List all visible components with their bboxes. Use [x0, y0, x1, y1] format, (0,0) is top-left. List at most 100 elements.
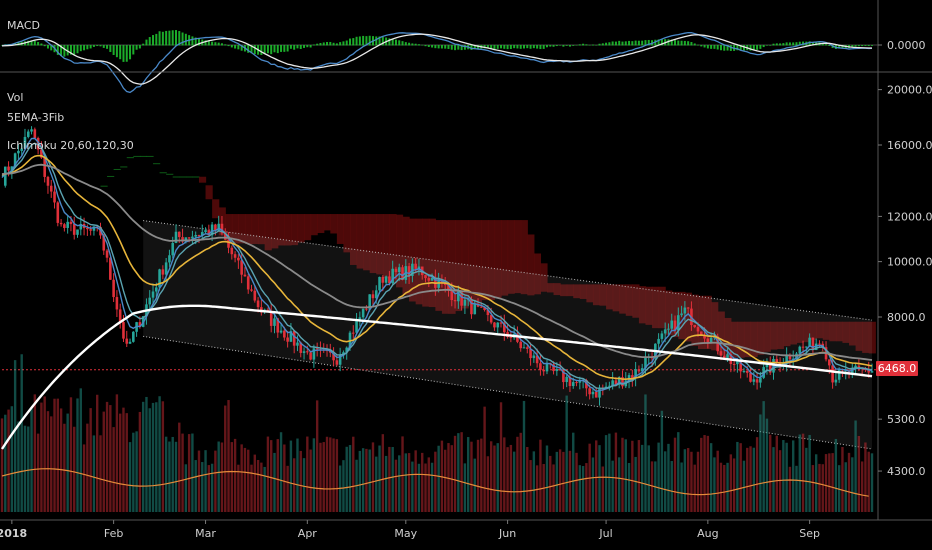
- macd-histogram-bar: [115, 45, 118, 58]
- candle-body: [483, 307, 486, 310]
- volume-bar: [457, 433, 460, 512]
- candle-body: [69, 221, 73, 225]
- candle-body: [168, 255, 171, 263]
- macd-histogram-bar: [756, 45, 759, 50]
- candle-body: [164, 262, 168, 275]
- macd-histogram-bar: [178, 31, 181, 46]
- macd-histogram-bar: [788, 42, 791, 46]
- y-tick-label: 12000.0: [887, 210, 932, 223]
- candle-body: [253, 290, 257, 301]
- candle-body: [621, 377, 624, 387]
- candle-body: [742, 370, 746, 372]
- volume-bar: [549, 455, 552, 512]
- volume-bar: [650, 461, 654, 512]
- cloud-slice: [717, 311, 725, 356]
- cloud-slice: [776, 321, 784, 350]
- macd-histogram-bar: [138, 45, 141, 49]
- macd-histogram-bar: [352, 38, 355, 46]
- candle-body: [345, 347, 349, 353]
- macd-histogram-bar: [253, 45, 256, 55]
- cloud-slice: [363, 214, 371, 271]
- cloud-slice: [632, 284, 640, 318]
- macd-histogram-bar: [299, 45, 302, 49]
- volume-bar: [837, 465, 841, 512]
- candle-body: [608, 385, 611, 387]
- cloud-slice: [698, 295, 706, 349]
- candle-body: [775, 358, 779, 363]
- macd-histogram-bar: [710, 45, 713, 49]
- volume-bar: [352, 436, 355, 512]
- candle-body: [703, 334, 706, 339]
- macd-histogram-bar: [14, 42, 17, 46]
- candle-body: [670, 320, 674, 329]
- volume-bar: [427, 457, 430, 512]
- macd-histogram-bar: [46, 45, 49, 49]
- macd-histogram-bar: [782, 43, 785, 46]
- candle-body: [220, 223, 224, 234]
- volume-bar: [256, 459, 260, 512]
- macd-histogram-bar: [56, 45, 59, 55]
- macd-histogram-bar: [585, 44, 588, 46]
- candle-body: [335, 360, 339, 365]
- macd-histogram-bar: [404, 42, 407, 46]
- macd-histogram-bar: [155, 33, 158, 46]
- cloud-slice: [448, 220, 456, 314]
- volume-bar: [69, 397, 73, 512]
- cloud-slice: [330, 214, 338, 234]
- volume-bar: [118, 413, 122, 512]
- volume-bar: [132, 432, 135, 512]
- macd-histogram-bar: [532, 45, 535, 49]
- volume-bar: [634, 456, 637, 512]
- cloud-slice: [645, 286, 653, 325]
- volume-bar: [191, 433, 194, 512]
- volume-bar: [407, 453, 411, 512]
- cloud-slice: [146, 155, 154, 157]
- candle-body: [791, 358, 795, 360]
- cloud-slice: [507, 220, 515, 294]
- macd-histogram-bar: [752, 45, 755, 51]
- candle-body: [555, 369, 559, 372]
- volume-bar: [545, 445, 549, 512]
- candle-body: [414, 263, 417, 269]
- volume-bar: [480, 438, 483, 512]
- macd-histogram-bar: [152, 35, 155, 46]
- volume-bar: [539, 439, 542, 512]
- macd-histogram-bar: [785, 42, 788, 46]
- candle-body: [749, 372, 752, 382]
- volume-bar: [844, 462, 847, 512]
- candle-body: [388, 276, 391, 284]
- candle-body: [489, 315, 493, 323]
- y-tick-label: 4300.0: [887, 465, 926, 478]
- macd-histogram-bar: [312, 44, 315, 46]
- candle-body: [558, 369, 562, 371]
- macd-axis-label: 0.0000: [887, 39, 926, 52]
- volume-bar: [270, 440, 273, 512]
- candle-body: [184, 237, 188, 242]
- candle-body: [237, 257, 240, 261]
- candle-body: [736, 359, 739, 365]
- candle-body: [460, 291, 463, 306]
- macd-histogram-bar: [775, 43, 778, 46]
- candle-body: [286, 337, 289, 342]
- macd-histogram-bar: [486, 45, 489, 49]
- candle-body: [637, 369, 641, 372]
- macd-histogram-bar: [234, 45, 237, 49]
- volume-bar: [558, 449, 562, 512]
- volume-bar: [723, 464, 726, 512]
- x-tick-label: Aug: [697, 527, 718, 540]
- volume-bar: [854, 420, 857, 512]
- macd-histogram-bar: [125, 45, 128, 62]
- candle-body: [696, 327, 700, 332]
- cloud-slice: [376, 214, 384, 275]
- volume-bar: [335, 439, 339, 512]
- candle-body: [105, 250, 109, 258]
- cloud-slice: [743, 321, 752, 358]
- cloud-slice: [533, 253, 542, 295]
- volume-bar: [417, 463, 421, 512]
- macd-histogram-bar: [309, 45, 312, 48]
- candle-body: [814, 343, 818, 351]
- cloud-slice: [297, 214, 305, 243]
- volume-bar: [99, 435, 102, 512]
- candle-body: [716, 336, 719, 352]
